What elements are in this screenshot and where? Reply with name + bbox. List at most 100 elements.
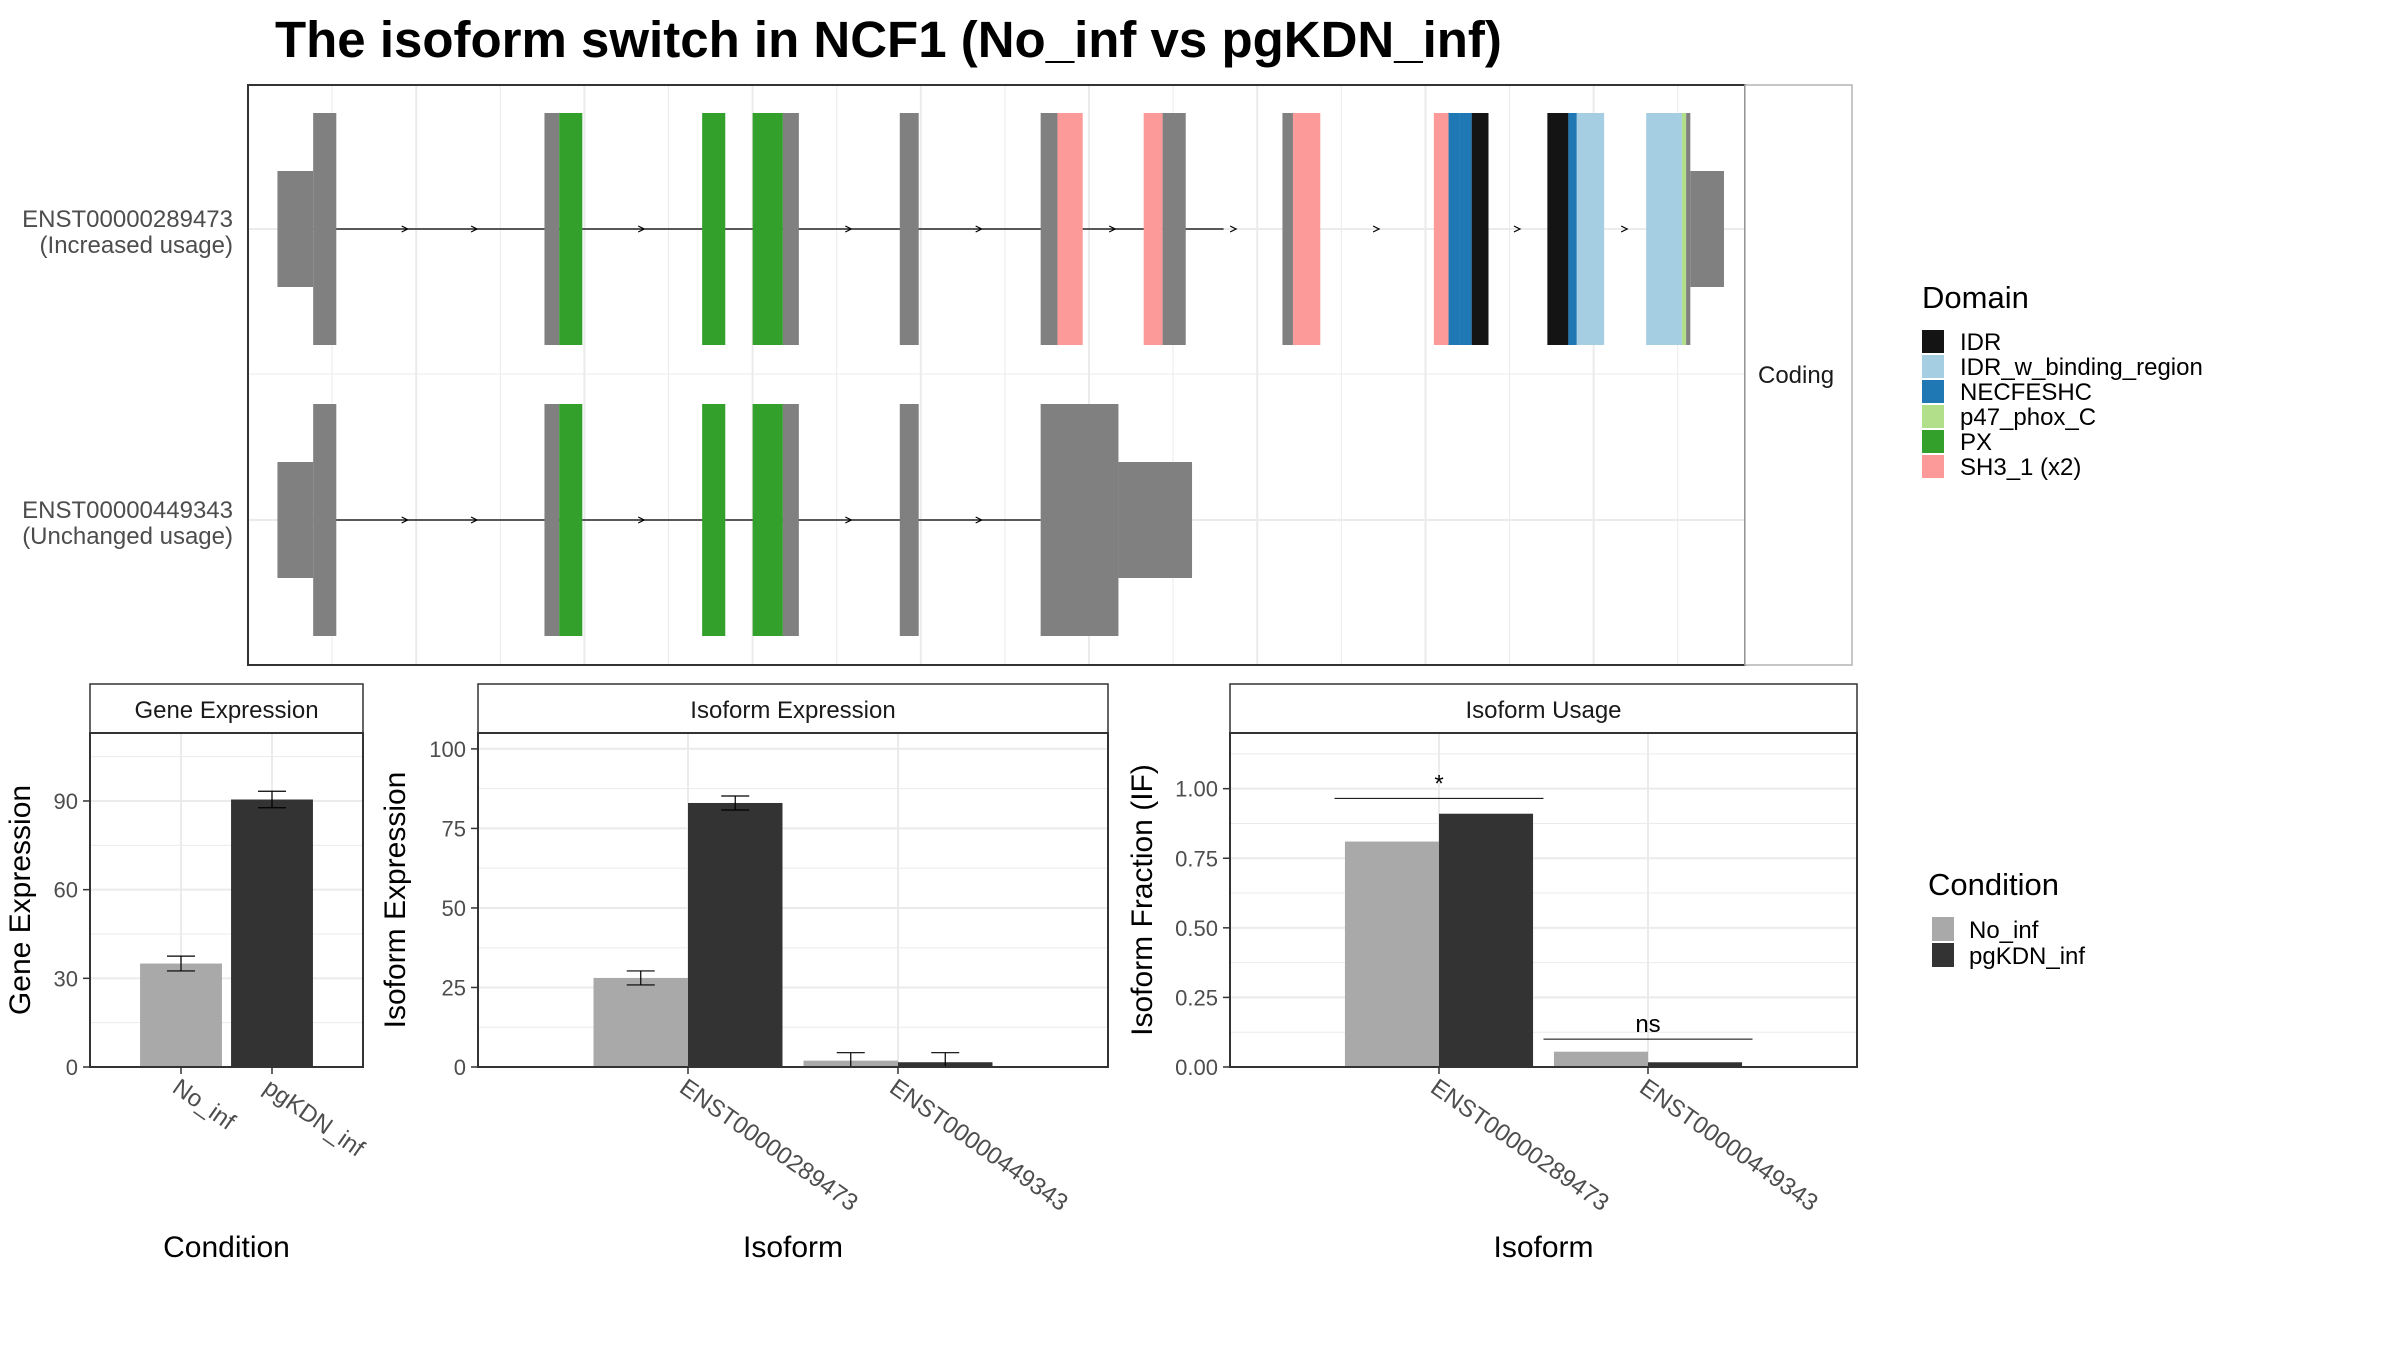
y-tick-label: 0 — [454, 1055, 466, 1080]
bar-no-inf — [1344, 841, 1439, 1067]
transcript-usage-label: (Increased usage) — [40, 232, 233, 259]
exon-segment — [782, 113, 799, 345]
condition-legend-title: Condition — [1928, 867, 2059, 902]
domain-legend-label: p47_phox_C — [1960, 404, 2096, 431]
exon-segment-sh3-1-x2 — [1057, 113, 1083, 345]
bar-pgkdn-inf — [688, 802, 783, 1067]
intron-direction-arrow — [1372, 225, 1381, 233]
x-tick-label: ENST00000289473 — [675, 1074, 863, 1217]
transcript-track-enst00000289473 — [277, 113, 1724, 345]
facet-strip-label: Isoform Usage — [1465, 697, 1621, 724]
utr-segment — [277, 171, 314, 287]
intron-direction-arrow — [1108, 225, 1117, 233]
exon-segment — [899, 113, 919, 345]
bar-pgkdn-inf — [231, 799, 313, 1067]
facet-strip-label: Gene Expression — [134, 697, 318, 724]
exon-segment-necfeshc — [1568, 113, 1577, 345]
exon-segment-sh3-1-x2 — [1292, 113, 1321, 345]
exon-segment-px — [559, 404, 583, 636]
exon-segment-sh3-1-x2 — [1143, 113, 1163, 345]
intron-direction-arrow — [637, 516, 646, 524]
x-axis-title: Isoform — [1493, 1231, 1593, 1264]
bar-no-inf — [140, 963, 222, 1067]
domain-legend-key-p47-phox-c — [1922, 405, 1944, 428]
exon-segment-p47-phox-c — [1681, 113, 1687, 345]
domain-legend-label: IDR — [1960, 329, 2001, 356]
error-bar — [721, 795, 750, 811]
y-tick-label: 90 — [54, 789, 78, 814]
transcript-id-label: ENST00000289473 — [22, 206, 233, 233]
y-tick-label: 1.00 — [1175, 777, 1218, 802]
y-tick-label: 30 — [54, 966, 78, 991]
chart-title: The isoform switch in NCF1 (No_inf vs pg… — [275, 11, 1502, 68]
condition-legend-label: pgKDN_inf — [1969, 943, 2085, 970]
utr-segment — [1690, 171, 1724, 287]
y-tick-label: 100 — [429, 737, 466, 762]
intron-direction-arrow — [470, 225, 479, 233]
transcript-id-label: ENST00000449343 — [22, 497, 233, 524]
exon-segment-px — [752, 113, 783, 345]
x-tick-label: No_inf — [168, 1074, 241, 1136]
bar-pgkdn-inf — [1648, 1062, 1743, 1067]
utr-segment — [277, 462, 314, 578]
domain-legend-label: SH3_1 (x2) — [1960, 454, 2081, 481]
intron-direction-arrow — [470, 516, 479, 524]
intron-direction-arrow — [401, 225, 410, 233]
intron-direction-arrow — [1620, 225, 1629, 233]
bar-no-inf — [1553, 1051, 1648, 1067]
exon-segment — [544, 113, 560, 345]
domain-legend-key-idr — [1922, 330, 1944, 353]
domain-legend-title: Domain — [1922, 280, 2029, 315]
x-tick-label: ENST00000449343 — [885, 1074, 1073, 1217]
intron-direction-arrow — [1229, 225, 1238, 233]
domain-legend-key-sh3-1-x2 — [1922, 455, 1944, 478]
exon-segment — [1040, 113, 1058, 345]
intron-direction-arrow — [845, 225, 853, 233]
transcript-labels: ENST00000289473(Increased usage) ENST0000… — [22, 206, 233, 550]
y-tick-label: 25 — [442, 975, 466, 1000]
transcript-usage-label: (Unchanged usage) — [22, 523, 233, 550]
error-bar — [167, 955, 195, 972]
intron-direction-arrow — [401, 516, 410, 524]
exon-segment-idr — [1547, 113, 1569, 345]
intron-direction-arrow — [975, 225, 984, 233]
intron-direction-arrow — [845, 516, 853, 524]
gene-structure-panel: Coding ENST00000289473(Increased usage)E… — [22, 84, 1853, 666]
x-axis-title: Condition — [163, 1231, 290, 1264]
exon-segment-px — [752, 404, 783, 636]
exon-segment-sh3-1-x2 — [1433, 113, 1449, 345]
bar-pgkdn-inf — [1439, 813, 1534, 1067]
exon-segment — [313, 113, 337, 345]
y-tick-label: 75 — [442, 816, 466, 841]
y-tick-label: 0.00 — [1175, 1055, 1218, 1080]
exon-segment-px — [559, 113, 583, 345]
domain-legend: Domain IDRIDR_w_binding_regionNECFESHCp4… — [1922, 280, 2203, 481]
y-tick-label: 0.75 — [1175, 846, 1218, 871]
exon-segment — [782, 404, 799, 636]
x-axis-title: Isoform — [743, 1231, 843, 1264]
condition-legend-key-pgkdn-inf — [1932, 943, 1954, 967]
gene-structure-tracks — [277, 113, 1724, 636]
gene-structure-panel-background — [248, 85, 1745, 665]
y-tick-label: 0.50 — [1175, 916, 1218, 941]
domain-legend-label: PX — [1960, 429, 1992, 456]
intron-direction-arrow — [1513, 225, 1522, 233]
significance-label: ns — [1635, 1011, 1660, 1038]
error-bar — [258, 790, 286, 809]
exon-segment — [1162, 113, 1186, 345]
exon-segment-idr-w-binding-region — [1576, 113, 1605, 345]
exon-segment — [899, 404, 919, 636]
exon-segment-necfeshc — [1448, 113, 1460, 345]
coding-strip — [1744, 84, 1853, 666]
domain-legend-key-necfeshc — [1922, 380, 1944, 403]
exon-segment-px — [702, 404, 726, 636]
significance-label: * — [1434, 770, 1443, 797]
y-tick-label: 0 — [66, 1055, 78, 1080]
x-tick-label: ENST00000449343 — [1635, 1074, 1823, 1217]
y-tick-label: 0.25 — [1175, 985, 1218, 1010]
coding-strip-label: Coding — [1758, 362, 1834, 389]
facet-strip — [89, 683, 364, 734]
y-axis-title: Gene Expression — [4, 785, 37, 1015]
